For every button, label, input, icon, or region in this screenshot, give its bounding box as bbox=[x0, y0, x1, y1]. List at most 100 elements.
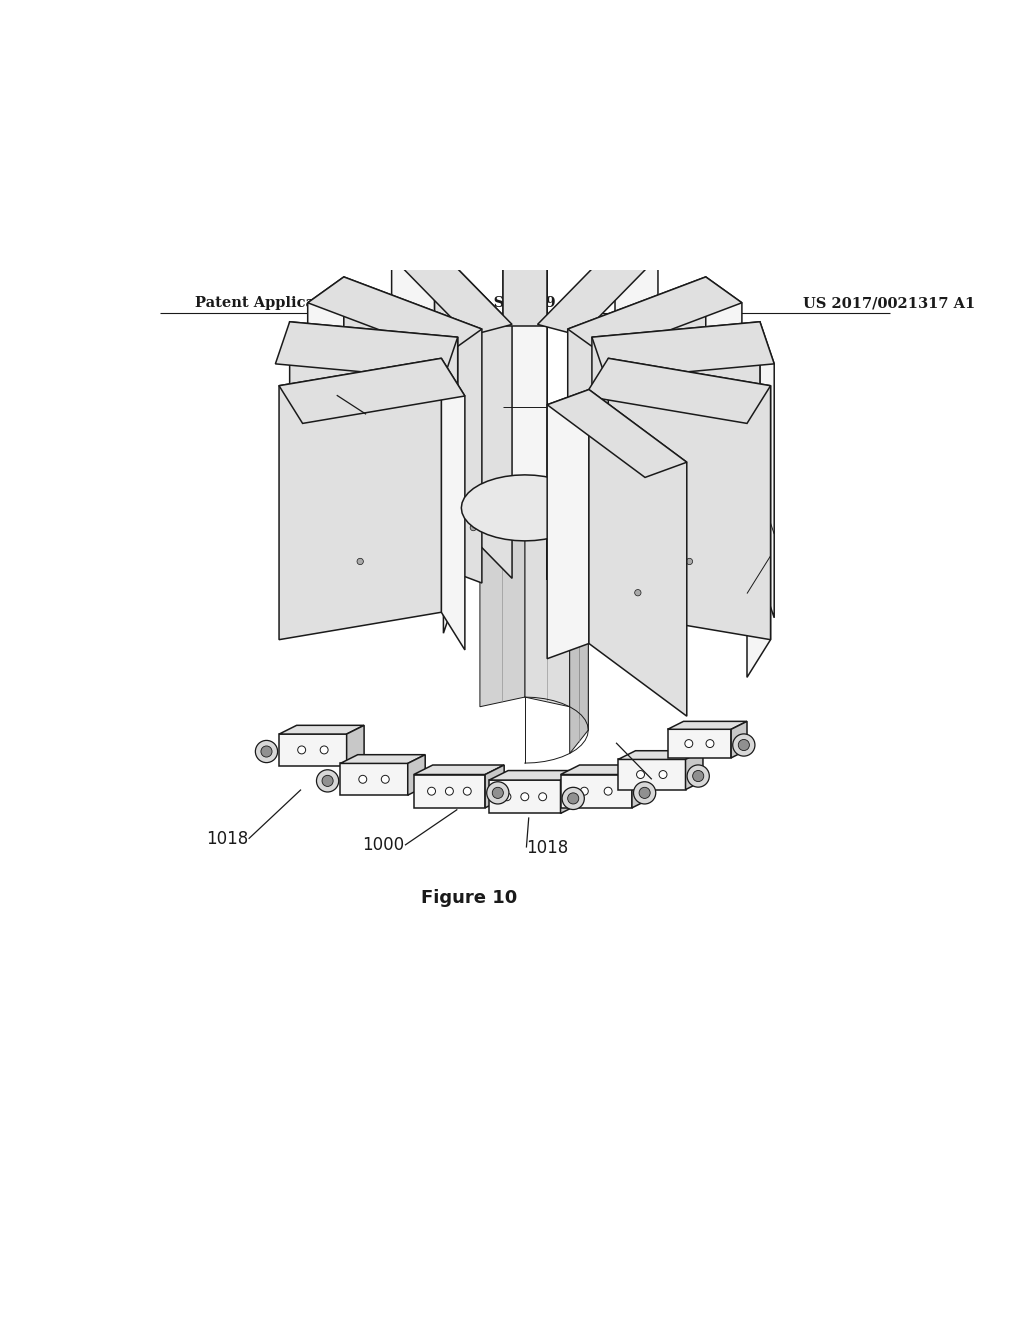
Polygon shape bbox=[485, 766, 504, 808]
Polygon shape bbox=[632, 766, 651, 808]
Polygon shape bbox=[618, 759, 685, 789]
Circle shape bbox=[659, 771, 667, 779]
Polygon shape bbox=[280, 725, 365, 734]
Polygon shape bbox=[668, 721, 748, 729]
Polygon shape bbox=[503, 238, 547, 491]
Polygon shape bbox=[608, 358, 770, 640]
Text: US 2017/0021317 A1: US 2017/0021317 A1 bbox=[803, 296, 975, 310]
Circle shape bbox=[581, 787, 588, 795]
Circle shape bbox=[470, 524, 476, 531]
Polygon shape bbox=[414, 766, 504, 775]
Polygon shape bbox=[615, 246, 658, 511]
Circle shape bbox=[604, 787, 612, 795]
Circle shape bbox=[634, 529, 640, 536]
Circle shape bbox=[316, 770, 339, 792]
Polygon shape bbox=[746, 385, 770, 677]
Circle shape bbox=[685, 739, 693, 747]
Polygon shape bbox=[307, 277, 344, 557]
Circle shape bbox=[635, 590, 641, 595]
Polygon shape bbox=[538, 246, 658, 335]
Circle shape bbox=[321, 746, 328, 754]
Polygon shape bbox=[706, 277, 742, 557]
Polygon shape bbox=[344, 277, 482, 583]
Circle shape bbox=[687, 764, 710, 787]
Polygon shape bbox=[340, 755, 425, 763]
Circle shape bbox=[255, 741, 278, 763]
Polygon shape bbox=[443, 337, 458, 634]
Polygon shape bbox=[560, 775, 632, 808]
Polygon shape bbox=[524, 475, 569, 706]
Polygon shape bbox=[592, 322, 774, 379]
Polygon shape bbox=[592, 322, 760, 591]
Text: 1026: 1026 bbox=[292, 387, 334, 404]
Circle shape bbox=[706, 739, 714, 747]
Text: 1018: 1018 bbox=[207, 830, 249, 847]
Circle shape bbox=[567, 793, 579, 804]
Polygon shape bbox=[589, 389, 687, 717]
Text: Patent Application Publication: Patent Application Publication bbox=[196, 296, 447, 310]
Circle shape bbox=[381, 775, 389, 783]
Polygon shape bbox=[340, 763, 408, 795]
Polygon shape bbox=[585, 358, 770, 424]
Circle shape bbox=[486, 781, 509, 804]
Circle shape bbox=[733, 734, 755, 756]
Circle shape bbox=[298, 746, 305, 754]
Circle shape bbox=[637, 771, 644, 779]
Polygon shape bbox=[489, 771, 580, 780]
Circle shape bbox=[410, 529, 416, 536]
Polygon shape bbox=[414, 775, 485, 808]
Circle shape bbox=[493, 787, 504, 799]
Circle shape bbox=[358, 775, 367, 783]
Polygon shape bbox=[503, 238, 547, 326]
Polygon shape bbox=[391, 246, 512, 335]
Text: 1018: 1018 bbox=[526, 838, 568, 857]
Polygon shape bbox=[567, 277, 706, 583]
Polygon shape bbox=[480, 475, 524, 706]
Polygon shape bbox=[441, 358, 465, 649]
Circle shape bbox=[686, 558, 692, 565]
Polygon shape bbox=[408, 755, 425, 795]
Circle shape bbox=[692, 771, 703, 781]
Polygon shape bbox=[560, 766, 651, 775]
Polygon shape bbox=[760, 322, 774, 618]
Circle shape bbox=[261, 746, 272, 758]
Text: Jan. 26, 2017  Sheet 9 of 13: Jan. 26, 2017 Sheet 9 of 13 bbox=[376, 296, 603, 310]
Polygon shape bbox=[547, 389, 687, 478]
Polygon shape bbox=[489, 780, 560, 813]
Polygon shape bbox=[290, 322, 458, 591]
Circle shape bbox=[463, 787, 471, 795]
Polygon shape bbox=[275, 322, 458, 379]
Polygon shape bbox=[391, 246, 434, 511]
Polygon shape bbox=[307, 277, 482, 355]
Polygon shape bbox=[434, 246, 512, 578]
Polygon shape bbox=[569, 484, 588, 730]
Polygon shape bbox=[560, 771, 580, 813]
Polygon shape bbox=[461, 475, 588, 541]
Circle shape bbox=[521, 793, 528, 801]
Polygon shape bbox=[280, 734, 347, 766]
Circle shape bbox=[371, 537, 377, 544]
Text: 1026: 1026 bbox=[655, 771, 698, 788]
Text: Figure 10: Figure 10 bbox=[421, 890, 517, 907]
Circle shape bbox=[357, 558, 364, 565]
Polygon shape bbox=[567, 277, 742, 355]
Circle shape bbox=[639, 787, 650, 799]
Circle shape bbox=[428, 787, 435, 795]
Circle shape bbox=[503, 793, 511, 801]
Circle shape bbox=[562, 787, 585, 809]
Polygon shape bbox=[569, 508, 588, 754]
Polygon shape bbox=[668, 729, 731, 758]
Circle shape bbox=[738, 739, 750, 751]
Circle shape bbox=[322, 775, 333, 787]
Polygon shape bbox=[280, 358, 465, 424]
Polygon shape bbox=[685, 751, 702, 789]
Polygon shape bbox=[547, 389, 589, 659]
Polygon shape bbox=[347, 725, 365, 766]
Circle shape bbox=[445, 787, 454, 795]
Polygon shape bbox=[618, 751, 702, 759]
Polygon shape bbox=[280, 358, 441, 640]
Text: 1000: 1000 bbox=[362, 836, 404, 854]
Circle shape bbox=[634, 781, 655, 804]
Circle shape bbox=[673, 537, 679, 544]
Polygon shape bbox=[731, 721, 748, 758]
